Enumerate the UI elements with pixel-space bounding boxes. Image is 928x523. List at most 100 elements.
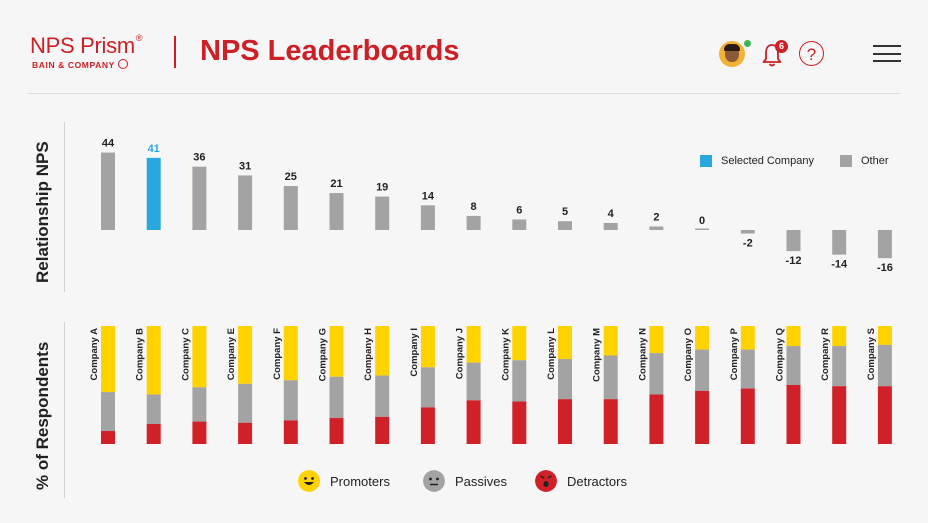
passives-segment-company-j[interactable] <box>466 362 481 401</box>
detractors-segment-company-g[interactable] <box>329 418 344 444</box>
detractors-segment-company-l[interactable] <box>558 399 572 444</box>
nps-value-label-company-p: -2 <box>743 238 753 250</box>
company-label-company-b: Company B <box>135 328 146 381</box>
legend-selected-label: Selected Company <box>721 155 814 167</box>
promoters-segment-company-b[interactable] <box>146 326 161 395</box>
help-icon[interactable]: ? <box>799 41 824 66</box>
nps-bar-company-i[interactable] <box>420 205 435 230</box>
passives-segment-company-b[interactable] <box>146 394 161 424</box>
promoters-segment-company-q[interactable] <box>786 326 801 347</box>
passives-segment-company-f[interactable] <box>283 380 298 421</box>
nps-bar-company-p[interactable] <box>740 230 755 234</box>
passives-segment-company-n[interactable] <box>649 353 664 395</box>
passives-segment-company-s[interactable] <box>877 344 892 387</box>
brand-name: NPS Prism <box>30 33 135 58</box>
promoters-segment-company-n[interactable] <box>649 326 664 354</box>
nps-bar-company-o[interactable] <box>695 228 710 231</box>
detractors-segment-company-p[interactable] <box>740 388 755 444</box>
passives-segment-company-o[interactable] <box>695 349 710 391</box>
company-label-company-l: Company L <box>546 328 557 380</box>
nps-bar-company-c[interactable] <box>192 166 207 230</box>
passives-segment-company-m[interactable] <box>603 355 618 400</box>
notification-badge: 6 <box>775 40 788 53</box>
promoters-segment-company-p[interactable] <box>740 326 755 350</box>
promoters-segment-company-o[interactable] <box>695 326 710 350</box>
nps-bar-company-r[interactable] <box>832 230 847 255</box>
detractors-segment-company-m[interactable] <box>603 399 618 444</box>
passives-segment-company-p[interactable] <box>740 349 755 389</box>
promoters-segment-company-c[interactable] <box>192 326 207 388</box>
nps-value-label-company-e: 31 <box>239 160 251 172</box>
company-label-company-o: Company O <box>683 328 694 381</box>
detractors-segment-company-a[interactable] <box>101 431 115 444</box>
promoters-segment-company-e[interactable] <box>238 326 253 384</box>
nps-value-label-company-j: 8 <box>471 201 477 213</box>
detractors-segment-company-f[interactable] <box>283 420 298 444</box>
nps-bar-company-q[interactable] <box>786 230 801 252</box>
passives-segment-company-r[interactable] <box>832 346 847 387</box>
nps-value-label-company-c: 36 <box>193 152 205 164</box>
nps-bar-company-e[interactable] <box>238 175 253 230</box>
nps-bar-company-l[interactable] <box>558 221 572 230</box>
brand-logo[interactable]: NPS Prism® <box>30 33 143 59</box>
detractors-segment-company-c[interactable] <box>192 421 207 444</box>
legend-detractors-label: Detractors <box>567 474 627 489</box>
promoters-segment-company-s[interactable] <box>877 326 892 345</box>
nps-bar-company-n[interactable] <box>649 226 664 230</box>
avatar[interactable] <box>719 41 745 67</box>
legend-other-label: Other <box>861 155 889 167</box>
company-label-company-p: Company P <box>729 327 740 380</box>
nps-value-label-company-i: 14 <box>422 190 435 202</box>
nps-value-label-company-n: 2 <box>653 211 659 223</box>
company-label-company-k: Company K <box>500 328 511 381</box>
registered-mark: ® <box>135 33 143 43</box>
avatar-hair <box>724 44 740 51</box>
detractors-segment-company-i[interactable] <box>420 407 435 444</box>
promoters-segment-company-j[interactable] <box>466 326 481 363</box>
nps-bar-company-s[interactable] <box>877 230 892 259</box>
nps-bar-company-m[interactable] <box>603 222 618 230</box>
detractors-segment-company-o[interactable] <box>695 390 710 444</box>
promoters-segment-company-k[interactable] <box>512 326 527 361</box>
promoters-segment-company-m[interactable] <box>603 326 618 356</box>
passives-segment-company-g[interactable] <box>329 376 344 419</box>
passives-segment-company-c[interactable] <box>192 387 207 422</box>
detractors-segment-company-k[interactable] <box>512 401 527 444</box>
hamburger-menu-icon[interactable] <box>873 45 901 63</box>
passives-segment-company-k[interactable] <box>512 360 527 402</box>
passives-segment-company-a[interactable] <box>101 392 115 432</box>
nps-bar-company-f[interactable] <box>283 186 298 230</box>
detractors-segment-company-h[interactable] <box>375 416 390 444</box>
detractors-segment-company-s[interactable] <box>877 386 892 444</box>
detractors-segment-company-n[interactable] <box>649 394 664 444</box>
passives-segment-company-l[interactable] <box>558 359 572 400</box>
detractors-segment-company-e[interactable] <box>238 422 253 444</box>
promoters-segment-company-i[interactable] <box>420 326 435 368</box>
nps-value-label-company-h: 19 <box>376 182 388 194</box>
nps-bar-company-k[interactable] <box>512 219 527 230</box>
legend-passives-label: Passives <box>455 474 508 489</box>
legend-selected-swatch <box>700 155 712 167</box>
nps-bar-company-a[interactable] <box>101 152 115 230</box>
passives-segment-company-q[interactable] <box>786 346 801 385</box>
detractors-segment-company-q[interactable] <box>786 385 801 444</box>
nps-axis-line <box>64 122 65 292</box>
nps-bar-company-g[interactable] <box>329 193 344 230</box>
promoters-segment-company-a[interactable] <box>101 326 115 393</box>
detractors-segment-company-b[interactable] <box>146 423 161 444</box>
passives-segment-company-h[interactable] <box>375 375 390 417</box>
passives-segment-company-i[interactable] <box>420 367 435 408</box>
company-label-company-g: Company G <box>318 328 329 381</box>
promoters-segment-company-f[interactable] <box>283 326 298 381</box>
legend-promoters-label: Promoters <box>330 474 390 489</box>
promoters-segment-company-h[interactable] <box>375 326 390 376</box>
nps-bar-company-h[interactable] <box>375 196 390 230</box>
nps-bar-company-b[interactable] <box>146 157 161 230</box>
promoters-segment-company-g[interactable] <box>329 326 344 377</box>
detractors-segment-company-j[interactable] <box>466 400 481 444</box>
promoters-segment-company-l[interactable] <box>558 326 572 360</box>
passives-segment-company-e[interactable] <box>238 383 253 423</box>
detractors-segment-company-r[interactable] <box>832 386 847 444</box>
nps-bar-company-j[interactable] <box>466 215 481 230</box>
promoters-segment-company-r[interactable] <box>832 326 847 347</box>
